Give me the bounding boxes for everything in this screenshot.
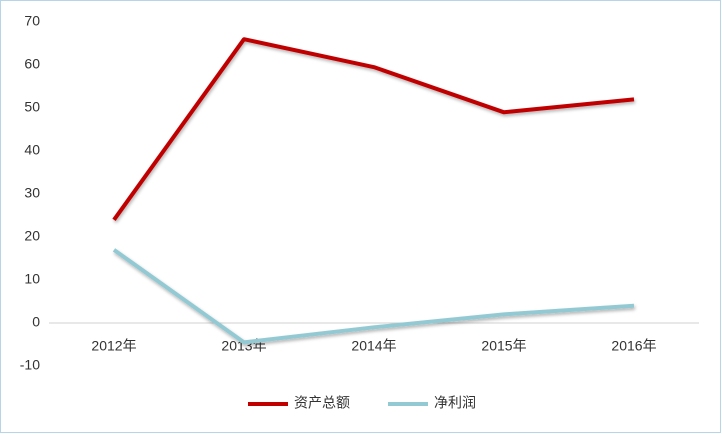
y-tick-label: 60 — [24, 56, 40, 72]
series-line — [112, 248, 635, 345]
y-tick-label: 10 — [24, 271, 40, 287]
x-tick-label: 2014年 — [351, 338, 396, 354]
y-tick-label: 40 — [24, 142, 40, 158]
legend-label: 净利润 — [434, 395, 476, 411]
y-tick-label: 70 — [24, 13, 40, 29]
y-tick-label: 0 — [32, 314, 40, 330]
x-tick-label: 2016年 — [611, 338, 656, 354]
y-tick-label: 20 — [24, 228, 40, 244]
x-tick-label: 2012年 — [91, 338, 136, 354]
y-tick-label: 50 — [24, 99, 40, 115]
legend-label: 资产总额 — [294, 395, 350, 411]
y-tick-label: 30 — [24, 185, 40, 201]
x-tick-label: 2015年 — [481, 338, 526, 354]
series-line — [112, 37, 635, 221]
y-tick-label: -10 — [20, 357, 40, 373]
